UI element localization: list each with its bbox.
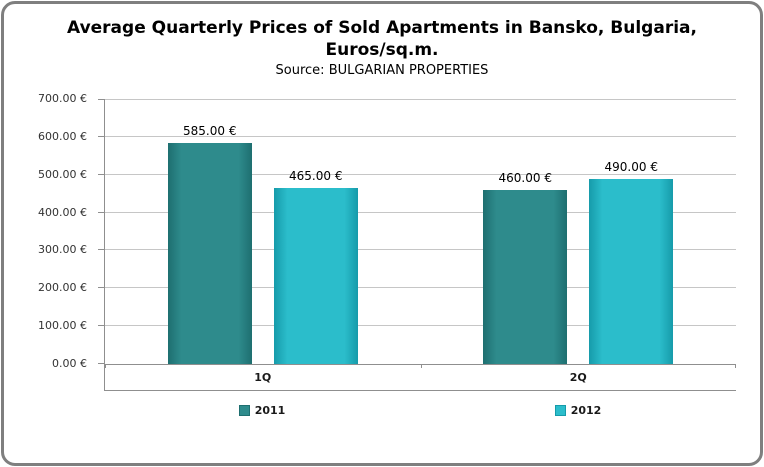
x-tick-mark [105, 364, 106, 368]
gridline [105, 249, 736, 251]
chart-title-line1: Average Quarterly Prices of Sold Apartme… [67, 18, 697, 38]
legend: 2011 2012 [104, 402, 736, 418]
y-tick-mark [98, 173, 104, 175]
gridline [105, 173, 736, 175]
gridline [105, 287, 736, 289]
legend-item-2011: 2011 [104, 402, 420, 418]
gridline [105, 99, 736, 100]
bar-value-label: 490.00 € [604, 159, 658, 174]
x-axis-label-1Q: 1Q [254, 370, 272, 384]
legend-item-2012: 2012 [420, 402, 736, 418]
y-tick-mark [98, 325, 104, 327]
chart-header: Average Quarterly Prices of Sold Apartme… [4, 17, 760, 81]
x-tick-mark [735, 364, 736, 368]
plot-area: 585.00 € 465.00 € 460.00 € 490.00 € [98, 99, 737, 365]
bar-2012-1Q: 465.00 € [273, 169, 358, 364]
y-axis-label: 0.00 € [52, 357, 87, 370]
legend-swatch-2011 [238, 404, 250, 416]
y-axis-label: 700.00 € [38, 92, 87, 105]
legend-label: 2011 [254, 403, 286, 417]
bar-group-2Q: 460.00 € 490.00 € [421, 99, 737, 364]
y-tick-mark [98, 135, 104, 137]
y-axis-label: 600.00 € [38, 129, 87, 143]
bar-2012-2Q: 490.00 € [589, 160, 674, 364]
chart-subtitle: Source: BULGARIAN PROPERTIES [275, 63, 489, 78]
y-axis-labels: 0.00 € 100.00 € 200.00 € 300.00 € 400.00 € 50… [4, 92, 96, 370]
x-tick-mark [420, 364, 422, 368]
bar-2011-1Q: 585.00 € [167, 124, 252, 364]
x-axis-label-2Q: 2Q [569, 370, 587, 384]
y-tick-mark [98, 249, 104, 251]
gridline [105, 211, 736, 213]
y-axis-label: 400.00 € [38, 205, 87, 219]
y-axis-label: 300.00 € [38, 243, 87, 257]
y-tick-mark [98, 99, 104, 100]
gridline [105, 135, 736, 137]
bar-value-label: 465.00 € [289, 168, 343, 183]
y-axis-label: 500.00 € [38, 167, 87, 181]
bar-group-1Q: 585.00 € 465.00 € [105, 99, 421, 364]
y-axis-label: 100.00 € [38, 319, 87, 333]
bar-2011-2Q: 460.00 € [483, 171, 568, 364]
bar-value-label: 585.00 € [183, 123, 237, 138]
y-axis-label: 200.00 € [38, 281, 87, 295]
y-tick-mark [98, 211, 104, 213]
legend-swatch-2012 [554, 404, 566, 416]
gridline [105, 325, 736, 327]
chart-title-line2: Euros/sq.m. [325, 40, 439, 60]
bar-value-label: 460.00 € [498, 170, 552, 185]
y-tick-mark [98, 287, 104, 289]
legend-label: 2012 [570, 403, 602, 417]
chart-area: 0.00 € 100.00 € 200.00 € 300.00 € 400.00 € 50… [4, 92, 760, 463]
x-axis: 1Q 2Q [104, 364, 736, 391]
y-tick-mark [98, 363, 104, 364]
